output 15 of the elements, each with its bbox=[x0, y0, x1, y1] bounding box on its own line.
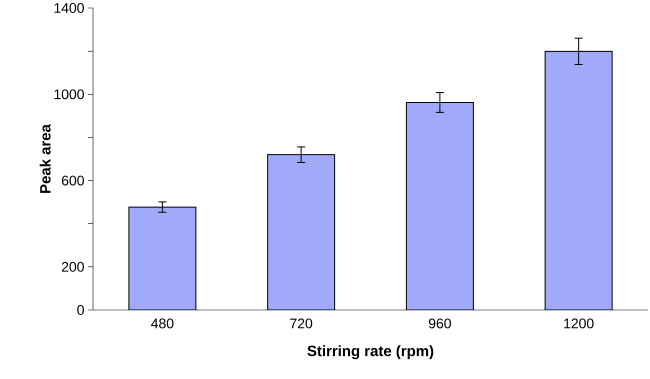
y-tick-label: 600 bbox=[62, 176, 84, 186]
x-tick-label: 960 bbox=[428, 318, 451, 328]
bar bbox=[406, 102, 474, 310]
x-axis-title: Stirring rate (rpm) bbox=[307, 345, 434, 360]
y-tick-label: 1400 bbox=[54, 3, 84, 13]
x-tick-label: 1200 bbox=[564, 318, 594, 328]
y-axis-title: Peak area bbox=[40, 124, 51, 193]
y-tick-label: 0 bbox=[77, 305, 84, 315]
bar bbox=[267, 154, 336, 310]
y-tick-label: 200 bbox=[62, 262, 84, 272]
x-tick-label: 720 bbox=[290, 318, 312, 328]
y-tick-label: 1000 bbox=[54, 89, 84, 100]
x-tick-label: 480 bbox=[151, 318, 174, 328]
bar bbox=[544, 50, 613, 310]
bar bbox=[128, 206, 196, 310]
